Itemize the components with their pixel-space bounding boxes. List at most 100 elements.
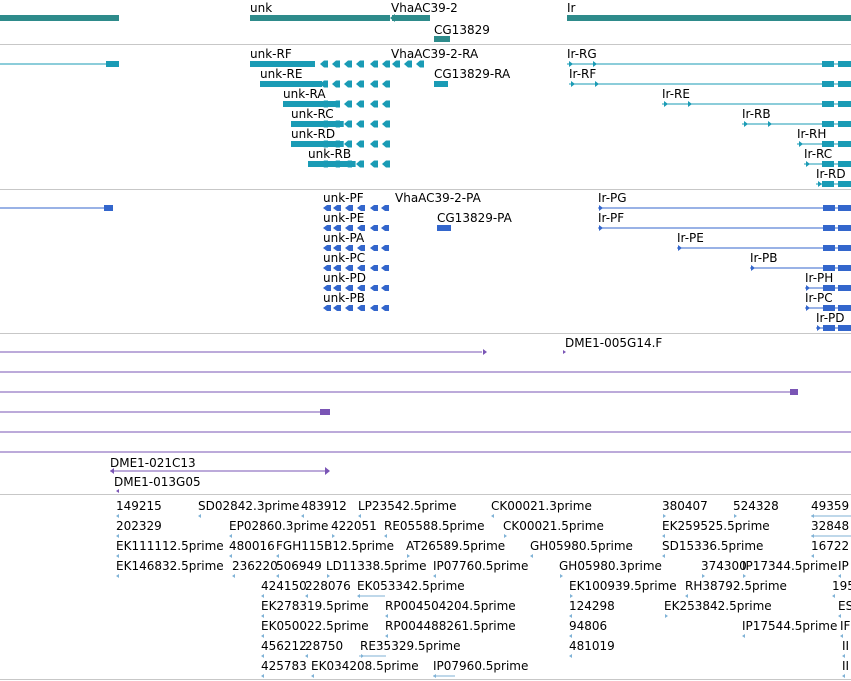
protein-glyph[interactable] <box>823 305 835 311</box>
transcript-glyph[interactable] <box>838 181 851 187</box>
transcript-glyph[interactable] <box>392 60 400 68</box>
est-label[interactable]: 480016 <box>229 539 275 553</box>
est-label[interactable]: IP17344.5prime <box>742 559 838 573</box>
est-label[interactable]: RH38792.5prime <box>685 579 787 593</box>
est-label[interactable]: 483912 <box>301 499 347 513</box>
protein-label[interactable]: Ir-PE <box>677 231 704 245</box>
est-glyph[interactable] <box>116 574 119 578</box>
transcript-glyph[interactable] <box>356 60 364 68</box>
est-glyph[interactable] <box>276 574 279 578</box>
transcript-glyph[interactable] <box>838 101 851 107</box>
est-glyph[interactable] <box>305 654 308 658</box>
transcript-glyph[interactable] <box>332 100 340 108</box>
est-label[interactable]: 374300 <box>701 559 747 573</box>
est-label[interactable]: EK100939.5prime <box>569 579 677 593</box>
protein-glyph[interactable] <box>838 285 851 291</box>
protein-glyph[interactable] <box>381 285 389 291</box>
est-glyph[interactable] <box>357 594 360 598</box>
est-label[interactable]: 28750 <box>305 639 344 653</box>
est-label[interactable]: ES <box>838 599 851 613</box>
est-glyph[interactable] <box>116 534 119 538</box>
est-label[interactable]: EK034208.5prime <box>311 659 419 673</box>
gene-glyph[interactable] <box>434 36 450 42</box>
est-glyph[interactable] <box>743 574 746 578</box>
est-label[interactable]: EK146832.5prime <box>116 559 224 573</box>
transcript-label[interactable]: Ir-RG <box>567 47 597 61</box>
est-glyph[interactable] <box>261 654 264 658</box>
est-glyph[interactable] <box>232 574 235 578</box>
transcript-glyph[interactable] <box>320 80 328 88</box>
transcript-glyph[interactable] <box>571 81 575 87</box>
protein-glyph[interactable] <box>345 285 353 291</box>
protein-glyph[interactable] <box>806 305 810 311</box>
est-glyph[interactable] <box>504 534 507 538</box>
transcript-glyph[interactable] <box>569 61 573 67</box>
est-label[interactable]: 149215 <box>116 499 162 513</box>
est-glyph[interactable] <box>261 634 264 638</box>
transcript-glyph[interactable] <box>344 140 352 148</box>
gene-label[interactable]: Ir <box>567 1 576 15</box>
protein-glyph[interactable] <box>823 225 835 231</box>
protein-glyph[interactable] <box>104 205 113 211</box>
est-label[interactable]: 195 <box>832 579 851 593</box>
transcript-glyph[interactable] <box>822 61 834 67</box>
protein-glyph[interactable] <box>333 265 341 271</box>
protein-glyph[interactable] <box>333 305 341 311</box>
protein-glyph[interactable] <box>345 305 353 311</box>
transcript-label[interactable]: unk-RA <box>283 87 326 101</box>
est-label[interactable]: RP004504204.5prime <box>385 599 516 613</box>
transcript-glyph[interactable] <box>664 101 668 107</box>
est-label[interactable]: SD02842.3prime <box>198 499 300 513</box>
transcript-label[interactable]: VhaAC39-2-RA <box>391 47 479 61</box>
transcript-glyph[interactable] <box>818 181 822 187</box>
transcript-glyph[interactable] <box>250 61 315 67</box>
est-label[interactable]: CK00021.3prime <box>491 499 592 513</box>
protein-glyph[interactable] <box>370 305 378 311</box>
protein-label[interactable]: Ir-PC <box>805 291 833 305</box>
protein-label[interactable]: Ir-PB <box>750 251 778 265</box>
transcript-glyph[interactable] <box>370 120 378 128</box>
transcript-glyph[interactable] <box>838 141 851 147</box>
protein-glyph[interactable] <box>345 245 353 251</box>
est-glyph[interactable] <box>569 614 572 618</box>
protein-label[interactable]: Ir-PF <box>598 211 625 225</box>
est-glyph[interactable] <box>261 594 264 598</box>
est-glyph[interactable] <box>385 614 388 618</box>
est-glyph[interactable] <box>663 514 666 518</box>
transcript-glyph[interactable] <box>356 160 364 168</box>
protein-glyph[interactable] <box>838 225 851 231</box>
transcript-glyph[interactable] <box>799 141 803 147</box>
clone-glyph[interactable] <box>483 349 487 355</box>
protein-glyph[interactable] <box>838 265 851 271</box>
est-glyph[interactable] <box>305 594 308 598</box>
est-label[interactable]: 380407 <box>662 499 708 513</box>
est-glyph[interactable] <box>569 654 572 658</box>
transcript-glyph[interactable] <box>344 160 352 168</box>
est-glyph[interactable] <box>662 554 665 558</box>
transcript-glyph[interactable] <box>356 140 364 148</box>
protein-glyph[interactable] <box>333 285 341 291</box>
est-label[interactable]: LP23542.5prime <box>358 499 457 513</box>
transcript-glyph[interactable] <box>838 121 851 127</box>
est-glyph[interactable] <box>685 594 688 598</box>
transcript-glyph[interactable] <box>822 121 834 127</box>
protein-glyph[interactable] <box>823 245 835 251</box>
est-label[interactable]: II <box>842 659 850 673</box>
transcript-glyph[interactable] <box>356 80 364 88</box>
transcript-label[interactable]: unk-RE <box>260 67 303 81</box>
transcript-label[interactable]: Ir-RD <box>816 167 846 181</box>
transcript-glyph[interactable] <box>744 121 748 127</box>
transcript-label[interactable]: unk-RC <box>291 107 334 121</box>
transcript-glyph[interactable] <box>382 100 390 108</box>
transcript-glyph[interactable] <box>356 120 364 128</box>
transcript-label[interactable]: unk-RD <box>291 127 336 141</box>
transcript-glyph[interactable] <box>356 100 364 108</box>
protein-glyph[interactable] <box>381 245 389 251</box>
est-glyph[interactable] <box>734 514 737 518</box>
est-glyph[interactable] <box>229 554 232 558</box>
transcript-label[interactable]: Ir-RB <box>742 107 771 121</box>
est-label[interactable]: 425783 <box>261 659 307 673</box>
protein-glyph[interactable] <box>333 205 341 211</box>
transcript-label[interactable]: Ir-RH <box>797 127 827 141</box>
transcript-glyph[interactable] <box>768 121 772 127</box>
